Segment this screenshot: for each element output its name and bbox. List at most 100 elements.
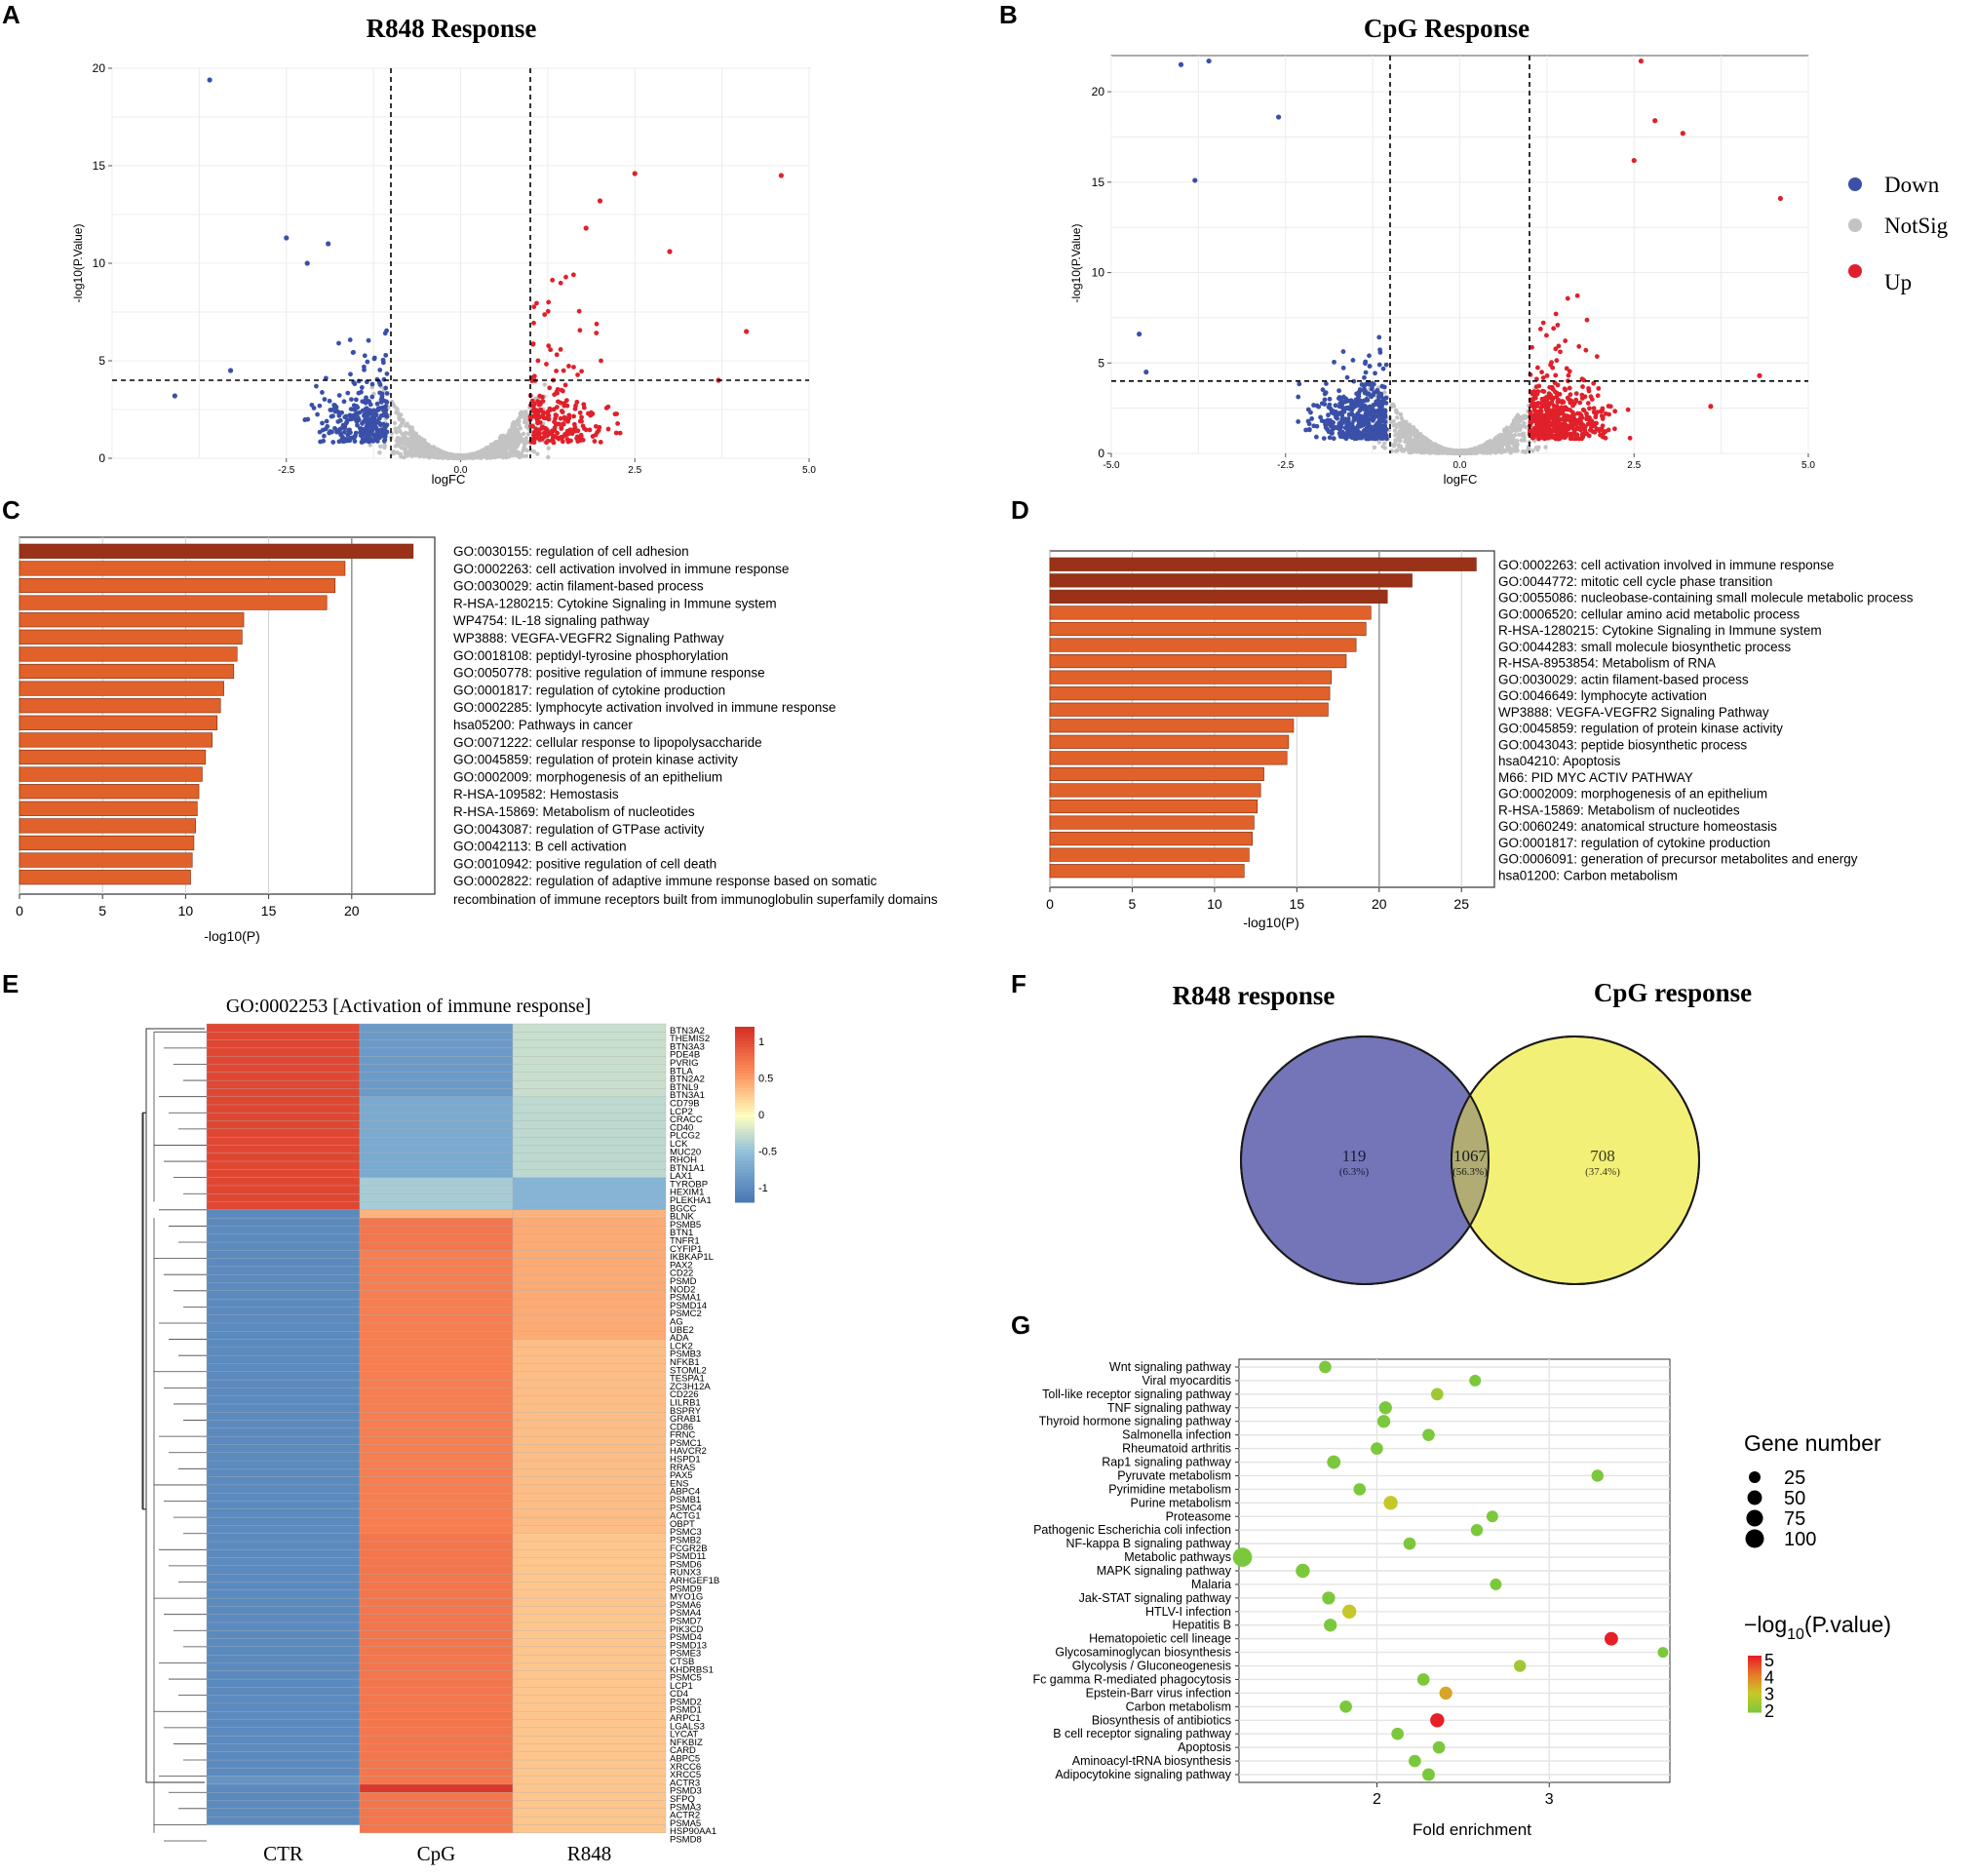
point-up-a <box>588 428 593 433</box>
point-up-b <box>1568 386 1572 391</box>
point-up-a <box>538 420 543 425</box>
point-down-b <box>1373 371 1377 375</box>
point-outlier-a <box>173 393 177 398</box>
point-down-b <box>1338 432 1343 437</box>
point-down-a <box>377 368 382 372</box>
x-tick-label-b: -2.5 <box>1277 460 1295 471</box>
point-down-b <box>1321 387 1326 392</box>
point-down-a <box>353 417 358 422</box>
point-up-b <box>1582 426 1587 431</box>
point-up-a <box>535 430 540 435</box>
point-notsig-b <box>1530 449 1534 452</box>
point-down-b <box>1327 403 1332 408</box>
point-up-a <box>538 402 543 407</box>
point-down-b <box>1346 416 1351 421</box>
point-up-b <box>1612 426 1617 431</box>
point-up-b <box>1553 390 1558 395</box>
panel-letter-a: A <box>2 0 20 29</box>
point-up-a <box>538 409 543 413</box>
point-up-b <box>1548 430 1553 435</box>
point-down-a <box>371 418 376 423</box>
point-notsig-a <box>435 451 439 455</box>
x-tick-label-b: -5.0 <box>1103 460 1120 471</box>
point-notsig-a <box>382 446 386 449</box>
point-up-a <box>542 426 547 431</box>
point-up-b <box>1576 344 1581 349</box>
point-notsig-a <box>518 415 522 419</box>
point-down-a <box>381 434 386 439</box>
point-down-a <box>342 414 347 419</box>
point-up-a <box>577 328 582 332</box>
point-down-a <box>332 426 337 431</box>
point-notsig-b <box>1413 446 1416 449</box>
point-notsig-a <box>506 445 510 449</box>
point-notsig-b <box>1383 446 1387 449</box>
point-down-a <box>330 440 335 445</box>
point-notsig-a <box>419 437 423 441</box>
point-down-b <box>1382 385 1387 390</box>
point-notsig-a <box>501 449 505 452</box>
point-notsig-b <box>1398 436 1402 440</box>
point-up-a <box>542 415 547 420</box>
point-down-a <box>351 350 356 355</box>
point-outlier-b <box>1179 62 1183 67</box>
point-up-b <box>1596 386 1601 391</box>
x-axis-label-b: logFC <box>1444 472 1478 487</box>
point-down-a <box>360 440 365 445</box>
point-up-a <box>531 321 536 326</box>
point-down-b <box>1322 402 1327 407</box>
point-down-b <box>1308 410 1313 415</box>
point-notsig-b <box>1510 426 1514 430</box>
point-notsig-b <box>1409 439 1413 443</box>
point-down-a <box>342 430 347 435</box>
point-up-b <box>1607 428 1611 433</box>
point-down-a <box>369 395 374 400</box>
point-down-b <box>1353 404 1358 409</box>
point-notsig-b <box>1512 448 1516 451</box>
point-up-b <box>1565 407 1569 411</box>
point-up-a <box>556 399 561 404</box>
point-notsig-b <box>1521 432 1525 436</box>
point-down-b <box>1355 411 1360 416</box>
point-down-b <box>1307 427 1312 432</box>
point-up-b <box>1580 384 1585 389</box>
point-down-a <box>383 353 388 358</box>
point-up-a <box>548 347 553 352</box>
point-notsig-a <box>393 421 397 425</box>
point-notsig-b <box>1426 449 1430 452</box>
point-up-a <box>593 439 598 444</box>
point-down-a <box>384 414 389 419</box>
point-up-b <box>1575 293 1580 298</box>
point-notsig-b <box>1492 449 1496 452</box>
point-down-a <box>317 404 322 409</box>
point-down-a <box>345 391 350 396</box>
point-down-b <box>1368 364 1373 369</box>
point-up-b <box>1586 386 1591 391</box>
point-up-b <box>1556 437 1561 442</box>
point-down-b <box>1375 390 1380 395</box>
point-notsig-a <box>482 453 485 457</box>
point-down-a <box>362 368 367 372</box>
point-up-b <box>1559 417 1564 422</box>
point-notsig-b <box>1456 449 1460 453</box>
point-notsig-b <box>1392 423 1396 427</box>
point-notsig-b <box>1511 442 1515 446</box>
point-up-b <box>1554 426 1559 431</box>
point-up-b <box>1528 419 1532 424</box>
point-up-b <box>1563 338 1568 343</box>
point-down-b <box>1365 381 1370 386</box>
point-up-a <box>579 415 584 420</box>
point-down-b <box>1384 363 1389 368</box>
point-up-b <box>1586 401 1591 406</box>
point-up-b <box>1536 435 1541 440</box>
point-up-b <box>1595 354 1600 359</box>
point-notsig-a <box>517 419 521 423</box>
point-notsig-b <box>1524 450 1528 454</box>
point-notsig-a <box>397 417 401 421</box>
point-down-a <box>367 432 371 437</box>
point-up-b <box>1626 408 1631 412</box>
point-notsig-a <box>492 455 496 459</box>
point-down-b <box>1370 431 1375 436</box>
point-notsig-a <box>513 434 517 438</box>
